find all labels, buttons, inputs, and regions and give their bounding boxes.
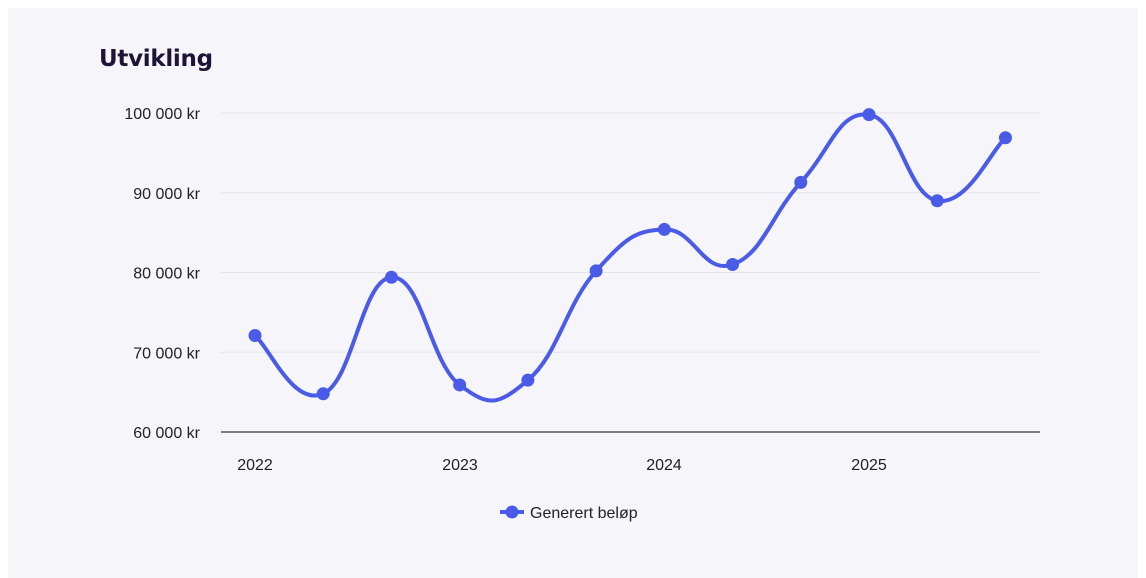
data-point	[316, 387, 330, 401]
data-point	[862, 108, 876, 122]
data-point	[930, 194, 944, 208]
y-axis-ticks: 60 000 kr 70 000 kr 80 000 kr 90 000 kr 100 …	[124, 106, 200, 442]
data-point	[726, 258, 740, 272]
x-tick-label: 2024	[646, 457, 682, 474]
data-point	[589, 264, 603, 278]
chart-title: Utvikling	[99, 46, 213, 72]
grid-lines	[221, 112, 1040, 433]
series-line	[253, 112, 1008, 403]
legend[interactable]: Generert beløp	[500, 505, 638, 522]
data-point	[521, 373, 535, 387]
x-axis-ticks: 2022 2023 2024 2025	[237, 457, 887, 474]
chart-card: Utvikling	[8, 8, 1138, 578]
data-point	[453, 378, 467, 392]
y-tick-label: 60 000 kr	[133, 425, 200, 442]
data-point	[998, 131, 1012, 145]
x-tick-label: 2023	[442, 457, 478, 474]
series-layer	[248, 108, 1012, 403]
y-tick-label: 90 000 kr	[133, 186, 200, 203]
data-point	[794, 175, 808, 189]
legend-label: Generert beløp	[530, 505, 638, 522]
data-point	[248, 329, 262, 343]
data-point	[384, 270, 398, 284]
y-tick-label: 70 000 kr	[133, 345, 200, 362]
y-tick-label: 80 000 kr	[133, 266, 200, 283]
data-point	[657, 222, 671, 236]
x-tick-label: 2022	[237, 457, 273, 474]
y-tick-label: 100 000 kr	[124, 106, 200, 123]
x-tick-label: 2025	[851, 457, 887, 474]
legend-marker	[505, 505, 519, 519]
